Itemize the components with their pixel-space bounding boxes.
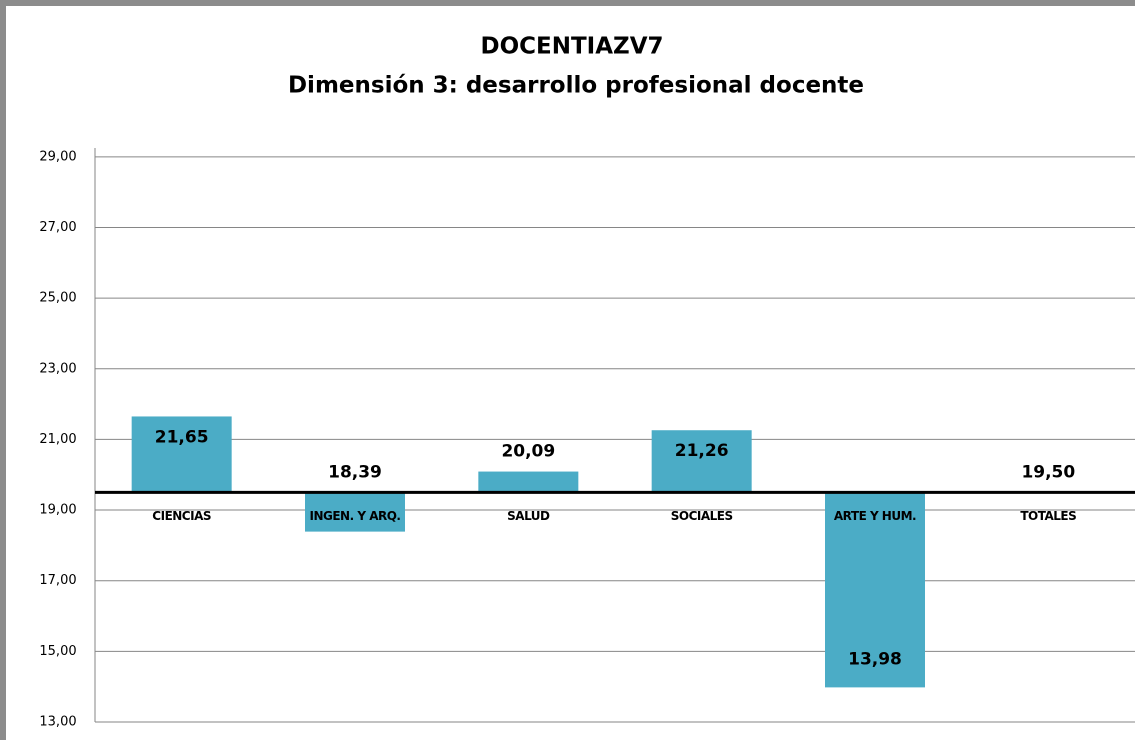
chart-title: DOCENTIAZV7 bbox=[480, 34, 663, 60]
data-label: 18,39 bbox=[328, 462, 382, 482]
bar bbox=[478, 471, 579, 493]
bar bbox=[131, 416, 232, 493]
y-tick-label: 23,00 bbox=[39, 361, 76, 376]
x-tick-label: CIENCIAS bbox=[152, 509, 211, 523]
y-tick-label: 29,00 bbox=[39, 149, 76, 164]
x-tick-label: ARTE Y HUM. bbox=[834, 509, 916, 523]
bar bbox=[305, 492, 405, 532]
x-tick-label: SOCIALES bbox=[671, 509, 733, 523]
y-tick-label: 27,00 bbox=[39, 220, 76, 235]
data-label: 20,09 bbox=[501, 442, 555, 462]
x-tick-label: SALUD bbox=[507, 509, 550, 523]
bar bbox=[651, 430, 752, 493]
data-label: 19,50 bbox=[1021, 462, 1075, 482]
y-tick-label: 19,00 bbox=[39, 503, 76, 518]
y-tick-label: 21,00 bbox=[39, 432, 76, 447]
x-tick-label: INGEN. Y ARQ. bbox=[310, 509, 401, 523]
y-tick-label: 15,00 bbox=[39, 644, 76, 659]
data-label: 13,98 bbox=[848, 649, 902, 669]
y-tick-label: 13,00 bbox=[39, 715, 76, 730]
bar bbox=[825, 492, 925, 688]
data-label: 21,26 bbox=[675, 441, 729, 461]
y-tick-label: 25,00 bbox=[39, 291, 76, 306]
data-label: 21,65 bbox=[155, 427, 209, 447]
x-tick-label: TOTALES bbox=[1020, 509, 1076, 523]
chart-subtitle: Dimensión 3: desarrollo profesional doce… bbox=[288, 73, 864, 99]
y-tick-label: 17,00 bbox=[39, 573, 76, 588]
